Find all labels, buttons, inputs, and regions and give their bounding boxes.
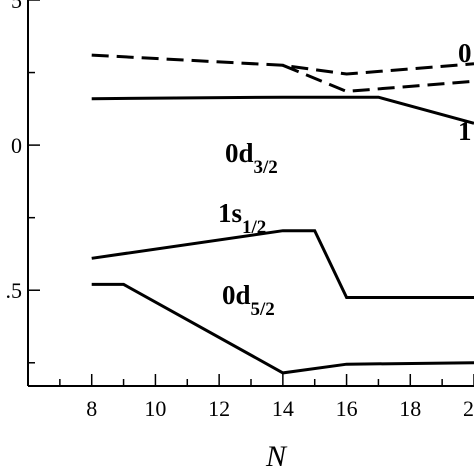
x-axis-title: N	[265, 440, 288, 473]
y-tick-label: 5	[11, 0, 22, 13]
x-tick-label: 16	[336, 396, 358, 421]
axis-ticks	[27, 0, 474, 386]
series-line-0d5/2	[91, 282, 474, 375]
x-tick-label: 20	[463, 396, 474, 421]
series-label-1s1/2: 1s1/2	[218, 198, 266, 238]
series-line-0	[91, 53, 474, 76]
series-labels: 0d3/2 1s1/2 0d5/2 0 1	[218, 38, 472, 320]
series-line-0d3/2	[91, 95, 474, 125]
series-line-1	[282, 63, 474, 93]
y-tick-label: .5	[6, 278, 23, 303]
series-label-1: 1	[458, 116, 472, 146]
x-tick-label: 18	[399, 396, 421, 421]
series-line-1s1/2	[91, 229, 474, 299]
x-tick-label: 10	[144, 396, 166, 421]
series-label-0d5/2: 0d5/2	[222, 280, 275, 320]
x-tick-label: 12	[208, 396, 230, 421]
x-tick-label: 14	[272, 396, 294, 421]
plot-axes	[27, 0, 474, 387]
x-tick-label: 8	[86, 396, 97, 421]
series-label-0d3/2: 0d3/2	[225, 138, 278, 178]
tick-labels: 810121416182050.5	[6, 0, 474, 421]
y-tick-label: 0	[11, 133, 22, 158]
series-lines	[91, 53, 474, 375]
series-label-0: 0	[458, 38, 472, 68]
